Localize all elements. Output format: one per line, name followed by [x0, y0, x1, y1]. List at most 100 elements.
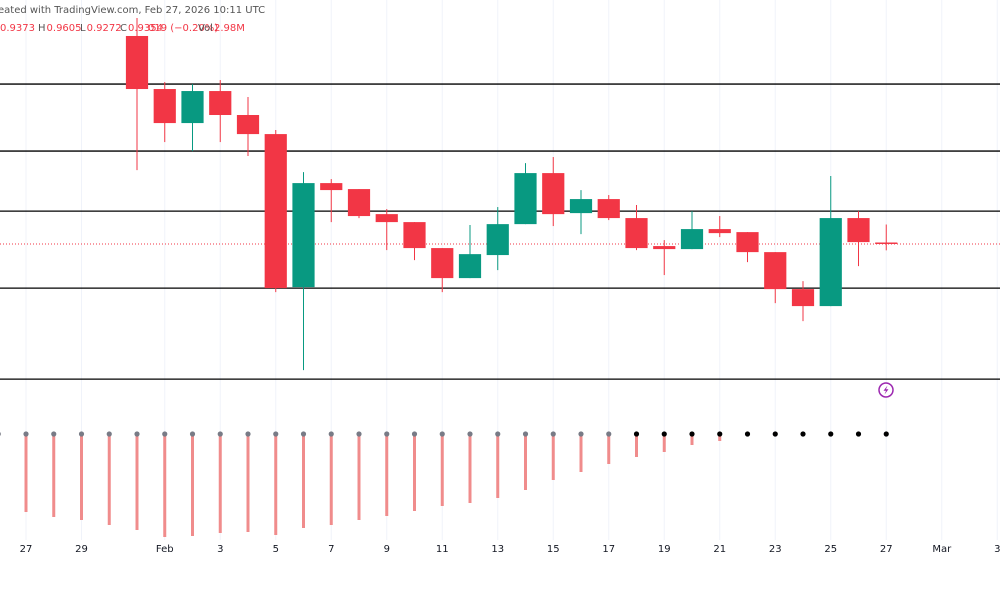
candle-body: [264, 134, 287, 289]
signal-dot: [717, 431, 723, 437]
x-tick-label: 17: [602, 544, 615, 555]
x-tick-label: 27: [880, 544, 893, 555]
x-tick-label: 7: [328, 544, 334, 555]
histogram-bar: [690, 434, 694, 445]
x-tick-label: 23: [769, 544, 782, 555]
histogram-bar: [385, 434, 389, 516]
signal-dot: [606, 431, 612, 437]
x-tick-label: 25: [824, 544, 837, 555]
candle-body: [514, 173, 537, 225]
x-tick-label: 29: [75, 544, 88, 555]
signal-dot: [189, 431, 196, 437]
signal-dot: [855, 431, 862, 437]
candle: [320, 179, 343, 223]
legend-value: 0.9605: [47, 23, 82, 34]
candle-body: [292, 183, 315, 288]
candle: [542, 157, 565, 227]
signal-dot: [633, 431, 640, 437]
candle-body: [569, 199, 593, 214]
legend-value: 0.9272: [87, 23, 122, 34]
candle-body: [764, 252, 787, 290]
legend-label: L: [80, 23, 86, 34]
legend-label: C: [120, 23, 127, 34]
candle: [653, 240, 676, 276]
candle: [791, 281, 815, 322]
signal-dot: [800, 431, 806, 437]
candle-body: [736, 232, 759, 253]
candle: [514, 163, 537, 225]
histogram-bar: [218, 434, 222, 533]
time-axis: 27 29 Feb 3 5 7 9 11 13 15 17 19 21 23 25 27 Mar 3: [20, 544, 1000, 555]
x-tick-label: 11: [436, 544, 449, 555]
histogram-bar: [357, 434, 361, 520]
candle-body: [653, 246, 676, 250]
histogram-bar: [80, 434, 83, 520]
x-tick-label: 19: [658, 544, 671, 555]
signal-dot: [578, 431, 584, 437]
alert-icon[interactable]: [878, 382, 894, 398]
signal-dot: [23, 431, 29, 437]
x-tick-label: 3: [217, 544, 223, 555]
x-tick-label: 5: [273, 544, 279, 555]
candle-body: [431, 248, 454, 279]
candle-body: [486, 224, 509, 256]
signal-dot: [522, 431, 529, 437]
histogram-bar: [662, 434, 666, 452]
signal-dot: [661, 431, 667, 437]
signal-dot: [439, 431, 445, 437]
histogram-bar: [496, 434, 500, 498]
candle-body: [347, 189, 371, 217]
histogram-bar: [191, 434, 194, 536]
candle: [403, 222, 426, 261]
signal-dot: [550, 431, 556, 437]
candle-body: [847, 218, 870, 243]
candle-body: [458, 254, 482, 279]
signal-dot: [883, 431, 889, 437]
indicator-pane: [0, 431, 889, 537]
alert-icon-bolt: [883, 385, 889, 395]
legend-value: 0.9354: [128, 23, 163, 34]
candle-body: [181, 91, 204, 124]
signal-dot: [384, 431, 390, 437]
histogram-bar: [163, 434, 167, 537]
signal-dot: [495, 431, 501, 437]
signal-dot: [328, 431, 334, 437]
candle-body: [819, 218, 842, 307]
histogram-bar: [579, 434, 583, 472]
legend-label: H: [38, 23, 46, 34]
x-tick-label: 13: [491, 544, 504, 555]
candle-body: [209, 91, 232, 116]
x-tick-label: 9: [384, 544, 390, 555]
histogram-bar: [635, 434, 638, 457]
candle: [236, 97, 260, 157]
legend-label: Vol: [198, 23, 213, 34]
legend-value: 0.9373: [0, 23, 35, 34]
signal-dot: [273, 431, 279, 437]
candle: [597, 195, 620, 221]
x-tick-label: Mar: [932, 544, 952, 555]
candle-body: [875, 242, 898, 244]
candle-body: [236, 115, 260, 135]
candle-body: [597, 199, 620, 219]
candle: [431, 248, 454, 293]
candle: [181, 84, 204, 152]
candle-body: [153, 89, 176, 124]
histogram-bar: [24, 434, 28, 512]
signal-dot: [78, 431, 85, 437]
candle: [708, 216, 731, 238]
signal-dot: [245, 431, 251, 437]
signal-dot: [744, 431, 751, 437]
signal-dot: [0, 432, 1, 436]
signal-dot: [51, 431, 57, 437]
candle-body: [791, 289, 815, 307]
histogram-bar: [413, 434, 416, 511]
grid: [25, 0, 998, 540]
candle: [625, 205, 648, 251]
x-tick-label: 27: [20, 544, 33, 555]
histogram-bar: [551, 434, 555, 480]
x-tick-label: 21: [713, 544, 726, 555]
signal-dot: [217, 431, 223, 437]
candle: [764, 252, 787, 304]
